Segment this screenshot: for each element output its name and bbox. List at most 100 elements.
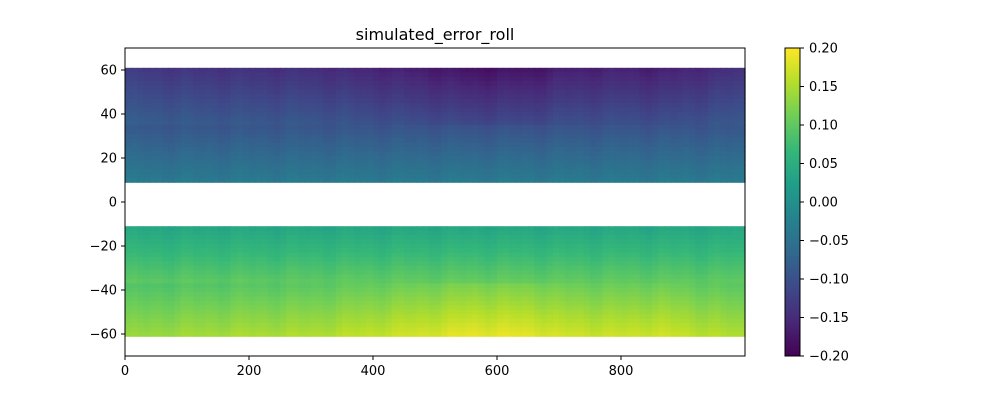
- heatmap-cell: [714, 111, 721, 117]
- heatmap-cell: [701, 318, 709, 324]
- heatmap-cell: [664, 292, 672, 298]
- heatmap-cell: [602, 164, 610, 170]
- heatmap-cell: [131, 309, 138, 315]
- heatmap-cell: [422, 133, 430, 139]
- heatmap-cell: [453, 243, 461, 249]
- heatmap-cell: [515, 327, 523, 333]
- heatmap-cell: [255, 301, 262, 306]
- heatmap-cell: [292, 270, 300, 276]
- heatmap-cell: [695, 151, 703, 157]
- heatmap-cell: [726, 279, 734, 284]
- heatmap-cell: [670, 230, 678, 236]
- heatmap-cell: [552, 169, 560, 174]
- heatmap-cell: [404, 147, 411, 152]
- heatmap-cell: [416, 76, 424, 82]
- heatmap-cell: [137, 230, 145, 236]
- heatmap-cell: [540, 160, 548, 166]
- heatmap-cell: [416, 89, 424, 95]
- heatmap-cell: [422, 327, 430, 333]
- heatmap-cell: [732, 279, 740, 284]
- heatmap-cell: [466, 301, 473, 306]
- heatmap-cell: [689, 151, 696, 157]
- heatmap-cell: [428, 230, 436, 236]
- heatmap-cell: [559, 76, 566, 82]
- heatmap-cell: [459, 94, 467, 100]
- heatmap-cell: [286, 283, 293, 289]
- heatmap-cell: [633, 230, 641, 236]
- heatmap-cell: [168, 98, 176, 104]
- heatmap-cell: [162, 173, 169, 179]
- heatmap-cell: [590, 287, 597, 293]
- heatmap-cell: [255, 133, 262, 139]
- heatmap-cell: [366, 177, 374, 183]
- heatmap-cell: [205, 107, 213, 113]
- heatmap-cell: [410, 287, 417, 293]
- heatmap-cell: [459, 107, 467, 113]
- heatmap-cell: [162, 327, 169, 333]
- heatmap-cell: [645, 279, 653, 284]
- heatmap-cell: [701, 270, 709, 276]
- heatmap-cell: [261, 103, 269, 108]
- heatmap-cell: [459, 76, 467, 82]
- heatmap-cell: [590, 261, 597, 267]
- heatmap-cell: [701, 155, 709, 161]
- heatmap-cell: [720, 257, 727, 262]
- heatmap-cell: [242, 81, 250, 86]
- heatmap-cell: [490, 169, 498, 174]
- heatmap-cell: [404, 169, 411, 174]
- heatmap-cell: [385, 279, 393, 284]
- heatmap-cell: [441, 76, 448, 82]
- heatmap-cell: [255, 85, 262, 91]
- heatmap-cell: [435, 173, 442, 179]
- heatmap-cell: [373, 283, 380, 289]
- heatmap-cell: [453, 164, 461, 170]
- heatmap-cell: [156, 226, 163, 232]
- heatmap-cell: [211, 173, 219, 179]
- heatmap-cell: [149, 177, 157, 183]
- heatmap-cell: [304, 98, 312, 104]
- heatmap-cell: [509, 177, 517, 183]
- heatmap-cell: [410, 111, 417, 117]
- heatmap-cell: [397, 177, 405, 183]
- heatmap-cell: [701, 173, 709, 179]
- heatmap-cell: [391, 72, 399, 78]
- heatmap-cell: [168, 283, 176, 289]
- heatmap-cell: [311, 274, 318, 280]
- heatmap-cell: [199, 314, 207, 320]
- heatmap-cell: [131, 120, 138, 126]
- heatmap-cell: [199, 279, 207, 284]
- heatmap-cell: [317, 129, 324, 135]
- heatmap-cell: [490, 160, 498, 166]
- heatmap-cell: [565, 230, 572, 236]
- heatmap-cell: [304, 160, 312, 166]
- heatmap-cell: [422, 287, 430, 293]
- heatmap-cell: [298, 230, 306, 236]
- heatmap-cell: [608, 81, 616, 86]
- heatmap-cell: [435, 98, 442, 104]
- heatmap-cell: [125, 173, 132, 179]
- heatmap-cell: [490, 314, 498, 320]
- heatmap-cell: [224, 301, 231, 306]
- heatmap-cell: [478, 309, 486, 315]
- heatmap-cell: [559, 85, 566, 91]
- heatmap-cell: [621, 301, 628, 306]
- heatmap-cell: [187, 318, 194, 324]
- heatmap-cell: [187, 226, 194, 232]
- heatmap-cell: [255, 314, 262, 320]
- heatmap-cell: [701, 248, 709, 254]
- heatmap-cell: [360, 323, 368, 328]
- heatmap-cell: [583, 309, 591, 315]
- heatmap-cell: [707, 301, 715, 306]
- heatmap-cell: [397, 314, 405, 320]
- heatmap-cell: [329, 239, 337, 245]
- heatmap-cell: [298, 116, 306, 122]
- heatmap-cell: [230, 164, 238, 170]
- heatmap-cell: [571, 261, 579, 267]
- heatmap-cell: [720, 125, 727, 130]
- heatmap-cell: [447, 138, 455, 144]
- heatmap-cell: [304, 292, 312, 298]
- heatmap-cell: [329, 125, 337, 130]
- heatmap-cell: [205, 248, 213, 254]
- heatmap-cell: [187, 111, 194, 117]
- heatmap-cell: [168, 133, 176, 139]
